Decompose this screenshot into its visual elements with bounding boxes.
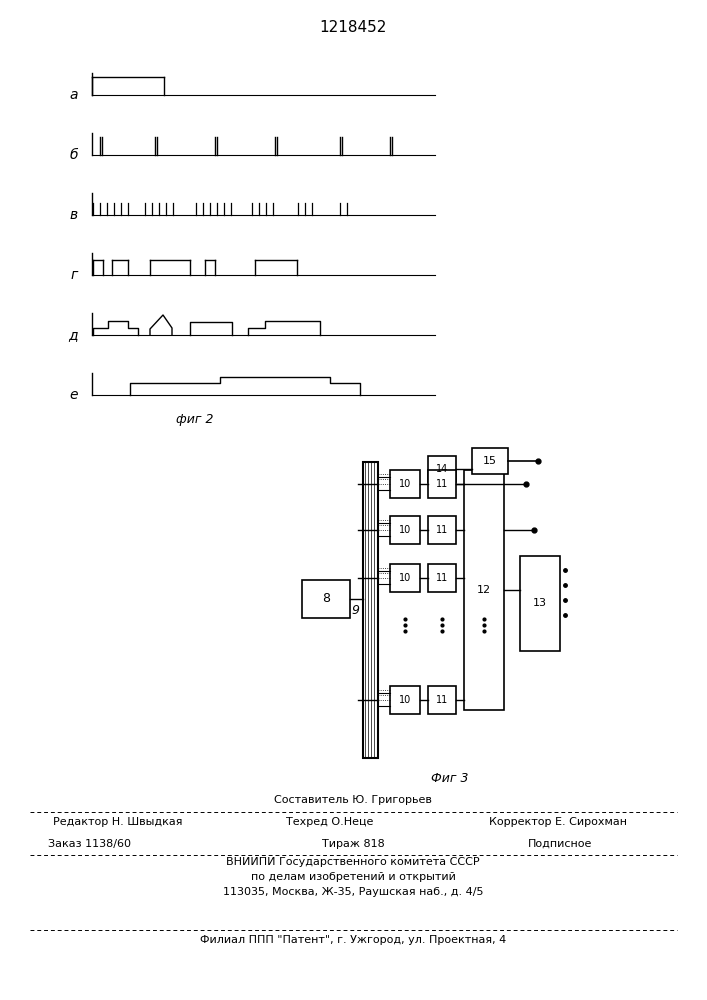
Text: 11: 11 bbox=[436, 525, 448, 535]
Bar bbox=[520, 556, 560, 651]
Text: Заказ 1138/60: Заказ 1138/60 bbox=[49, 839, 132, 849]
Bar bbox=[472, 448, 508, 474]
Text: б: б bbox=[69, 148, 78, 162]
Text: 11: 11 bbox=[436, 573, 448, 583]
Text: 15: 15 bbox=[483, 456, 497, 466]
Text: Техред О.Неце: Техред О.Неце bbox=[286, 817, 374, 827]
Bar bbox=[390, 686, 420, 714]
Text: Тираж 818: Тираж 818 bbox=[322, 839, 385, 849]
Text: 10: 10 bbox=[399, 525, 411, 535]
Text: 11: 11 bbox=[436, 479, 448, 489]
Bar bbox=[428, 686, 456, 714]
Text: г: г bbox=[71, 268, 78, 282]
Text: 11: 11 bbox=[436, 695, 448, 705]
Text: ВНИИПИ Государственного комитета СССР: ВНИИПИ Государственного комитета СССР bbox=[226, 857, 480, 867]
Text: 8: 8 bbox=[322, 592, 330, 605]
Text: 14: 14 bbox=[436, 464, 448, 474]
Bar bbox=[464, 470, 504, 710]
Text: 13: 13 bbox=[533, 598, 547, 608]
Text: Фиг 3: Фиг 3 bbox=[431, 772, 469, 784]
Bar bbox=[428, 456, 456, 482]
Text: Редактор Н. Швыдкая: Редактор Н. Швыдкая bbox=[53, 817, 182, 827]
Text: фиг 2: фиг 2 bbox=[176, 414, 214, 426]
Text: по делам изобретений и открытий: по делам изобретений и открытий bbox=[250, 872, 455, 882]
Text: Филиал ППП "Патент", г. Ужгород, ул. Проектная, 4: Филиал ППП "Патент", г. Ужгород, ул. Про… bbox=[200, 935, 506, 945]
Bar bbox=[428, 564, 456, 592]
Text: 10: 10 bbox=[399, 479, 411, 489]
Bar bbox=[428, 516, 456, 544]
Bar bbox=[363, 462, 378, 758]
Text: д: д bbox=[69, 328, 78, 342]
Text: е: е bbox=[69, 388, 78, 402]
Bar bbox=[390, 516, 420, 544]
Text: 10: 10 bbox=[399, 573, 411, 583]
Text: Корректор Е. Сирохман: Корректор Е. Сирохман bbox=[489, 817, 627, 827]
Bar bbox=[302, 580, 350, 618]
Bar bbox=[390, 470, 420, 498]
Text: в: в bbox=[70, 208, 78, 222]
Text: Составитель Ю. Григорьев: Составитель Ю. Григорьев bbox=[274, 795, 432, 805]
Bar bbox=[390, 564, 420, 592]
Text: 9: 9 bbox=[351, 603, 359, 616]
Text: 10: 10 bbox=[399, 695, 411, 705]
Text: 12: 12 bbox=[477, 585, 491, 595]
Text: 1218452: 1218452 bbox=[320, 20, 387, 35]
Text: a: a bbox=[69, 88, 78, 102]
Text: Подписное: Подписное bbox=[528, 839, 592, 849]
Bar bbox=[428, 470, 456, 498]
Text: 113035, Москва, Ж-35, Раушская наб., д. 4/5: 113035, Москва, Ж-35, Раушская наб., д. … bbox=[223, 887, 484, 897]
